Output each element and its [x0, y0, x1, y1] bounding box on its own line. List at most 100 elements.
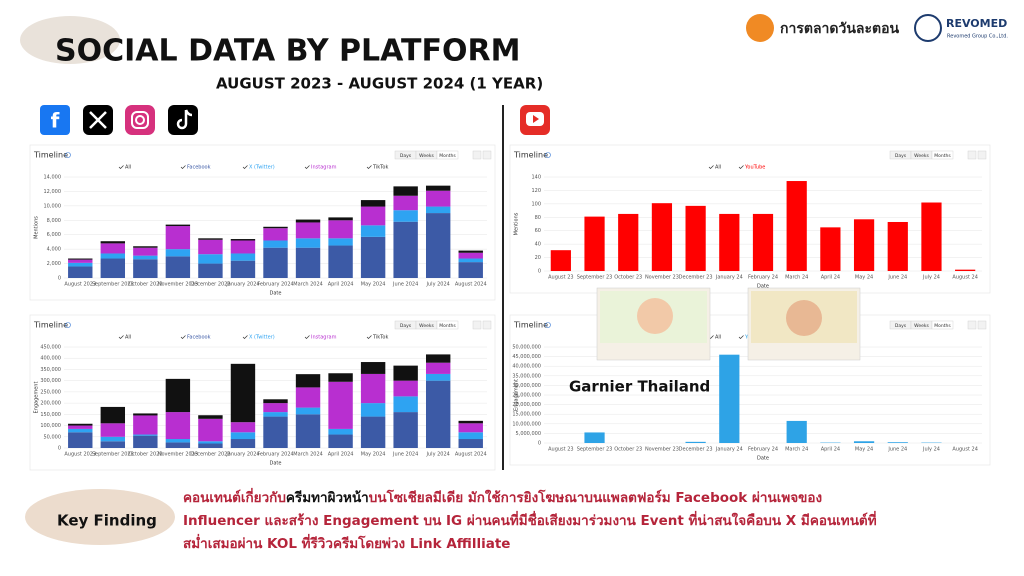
key-finding-text: คอนเทนต์เกี่ยวกับครีมทาผิวหน้าบนโซเชียลม…: [183, 487, 822, 506]
logo-text: การตลาดวันละตอน: [780, 21, 900, 37]
y-tick-label: 450,000: [40, 345, 61, 351]
x-tick-label: March 2024: [293, 452, 323, 458]
y-tick-label: 25,000,000: [512, 393, 541, 399]
annotation: Garnier Thailand: [569, 287, 861, 396]
bar: [230, 432, 256, 440]
bar: [68, 262, 93, 267]
y-tick-label: 20,000,000: [512, 402, 541, 408]
x-tick-label: August 24: [952, 447, 977, 453]
bar: [68, 432, 93, 448]
bar: [165, 226, 191, 250]
legend-label[interactable]: Facebook: [187, 165, 211, 171]
tiktok-glyph: [176, 109, 193, 130]
y-tick-label: 150,000: [40, 412, 61, 418]
legend-label[interactable]: All: [715, 335, 721, 341]
y-tick-label: 400,000: [40, 356, 61, 362]
chart-title: Timeline: [513, 151, 548, 160]
bar: [100, 436, 126, 442]
bar: [230, 240, 256, 254]
y-tick-label: 35,000,000: [512, 373, 541, 379]
bar: [393, 186, 418, 196]
bar: [68, 259, 93, 263]
legend-label[interactable]: X (Twitter): [249, 165, 275, 171]
y-tick-label: 4,000: [47, 247, 61, 253]
x-tick-label: June 2024: [392, 452, 418, 458]
legend-label[interactable]: All: [715, 165, 721, 171]
bar: [328, 217, 353, 221]
x-tick-label: August 2023: [64, 282, 96, 288]
bar: [230, 422, 256, 433]
view-button[interactable]: [931, 150, 954, 160]
y-tick-label: 40,000,000: [512, 364, 541, 370]
logo-text: REVOMED: [946, 17, 1007, 30]
x-axis-label: Date: [757, 284, 769, 290]
bar: [360, 206, 386, 226]
view-button-label: Months: [934, 153, 951, 159]
legend-label[interactable]: Facebook: [187, 335, 211, 341]
view-button-label: Weeks: [914, 323, 929, 329]
bar: [618, 213, 639, 271]
key-finding-text: Influencer และสร้าง Engagement บน IG ผ่า…: [183, 510, 877, 529]
chart-type-button[interactable]: [967, 320, 977, 330]
view-button[interactable]: [436, 150, 459, 160]
x-tick-label: January 2024: [225, 282, 259, 288]
legend-label[interactable]: All: [125, 165, 131, 171]
bar: [230, 363, 256, 423]
bar: [263, 416, 288, 448]
bar: [198, 254, 223, 264]
bar: [165, 412, 191, 440]
info-icon: [65, 322, 71, 328]
view-button[interactable]: [436, 320, 459, 330]
bar: [133, 246, 158, 248]
legend-label[interactable]: Instagram: [311, 165, 337, 171]
view-button-label: Months: [439, 153, 456, 159]
bar: [263, 228, 288, 241]
chart-type-button[interactable]: [967, 150, 977, 160]
bar: [328, 434, 353, 448]
bar: [425, 185, 451, 191]
y-tick-label: 20: [535, 255, 541, 261]
x-tick-label: July 2024: [426, 452, 450, 458]
y-tick-label: 50,000,000: [512, 345, 541, 351]
legend-label[interactable]: TikTok: [372, 165, 388, 171]
text-part: บนโซเชียลมีเดีย มักใช้การยิงโฆษณาบนแพลตฟ…: [369, 488, 822, 506]
chart-type-button[interactable]: [977, 150, 987, 160]
legend-label[interactable]: Instagram: [311, 335, 337, 341]
bar: [295, 387, 321, 408]
x-axis-label: Date: [757, 456, 769, 462]
bar: [68, 423, 93, 426]
bar: [68, 425, 93, 429]
x-tick-label: September 23: [577, 275, 613, 281]
chart-type-button[interactable]: [482, 150, 492, 160]
y-tick-label: 10,000: [44, 203, 62, 209]
chart-type-button[interactable]: [977, 320, 987, 330]
legend-label[interactable]: TikTok: [372, 335, 388, 341]
bar: [393, 380, 418, 397]
facebook-icon: [40, 105, 70, 135]
y-tick-label: 15,000,000: [512, 412, 541, 418]
legend-label[interactable]: X (Twitter): [249, 335, 275, 341]
y-tick-label: 8,000: [47, 218, 61, 224]
y-tick-label: 0: [538, 269, 541, 275]
bar: [198, 415, 223, 419]
bar: [198, 443, 223, 448]
bar: [295, 219, 321, 223]
bar: [360, 200, 386, 207]
youtube-glyph: [533, 115, 539, 123]
legend-label[interactable]: YouTube: [744, 165, 765, 171]
x-tick-label: November 23: [645, 275, 679, 281]
x-tick-label: May 24: [855, 275, 873, 281]
chart-type-button[interactable]: [472, 150, 482, 160]
chart-type-button[interactable]: [472, 320, 482, 330]
legend-label[interactable]: All: [125, 335, 131, 341]
x-tick-label: April 2024: [328, 282, 354, 288]
y-tick-label: 14,000: [44, 175, 62, 181]
y-tick-label: 12,000: [44, 189, 62, 195]
bar: [786, 420, 807, 443]
x-tick-label: March 24: [785, 275, 808, 281]
x-tick-label: November 23: [645, 447, 679, 453]
chart-type-button[interactable]: [482, 320, 492, 330]
logo-subtext: Revomed Group Co.,Ltd.: [947, 34, 1008, 40]
view-button[interactable]: [931, 320, 954, 330]
y-tick-label: 0: [58, 276, 61, 282]
